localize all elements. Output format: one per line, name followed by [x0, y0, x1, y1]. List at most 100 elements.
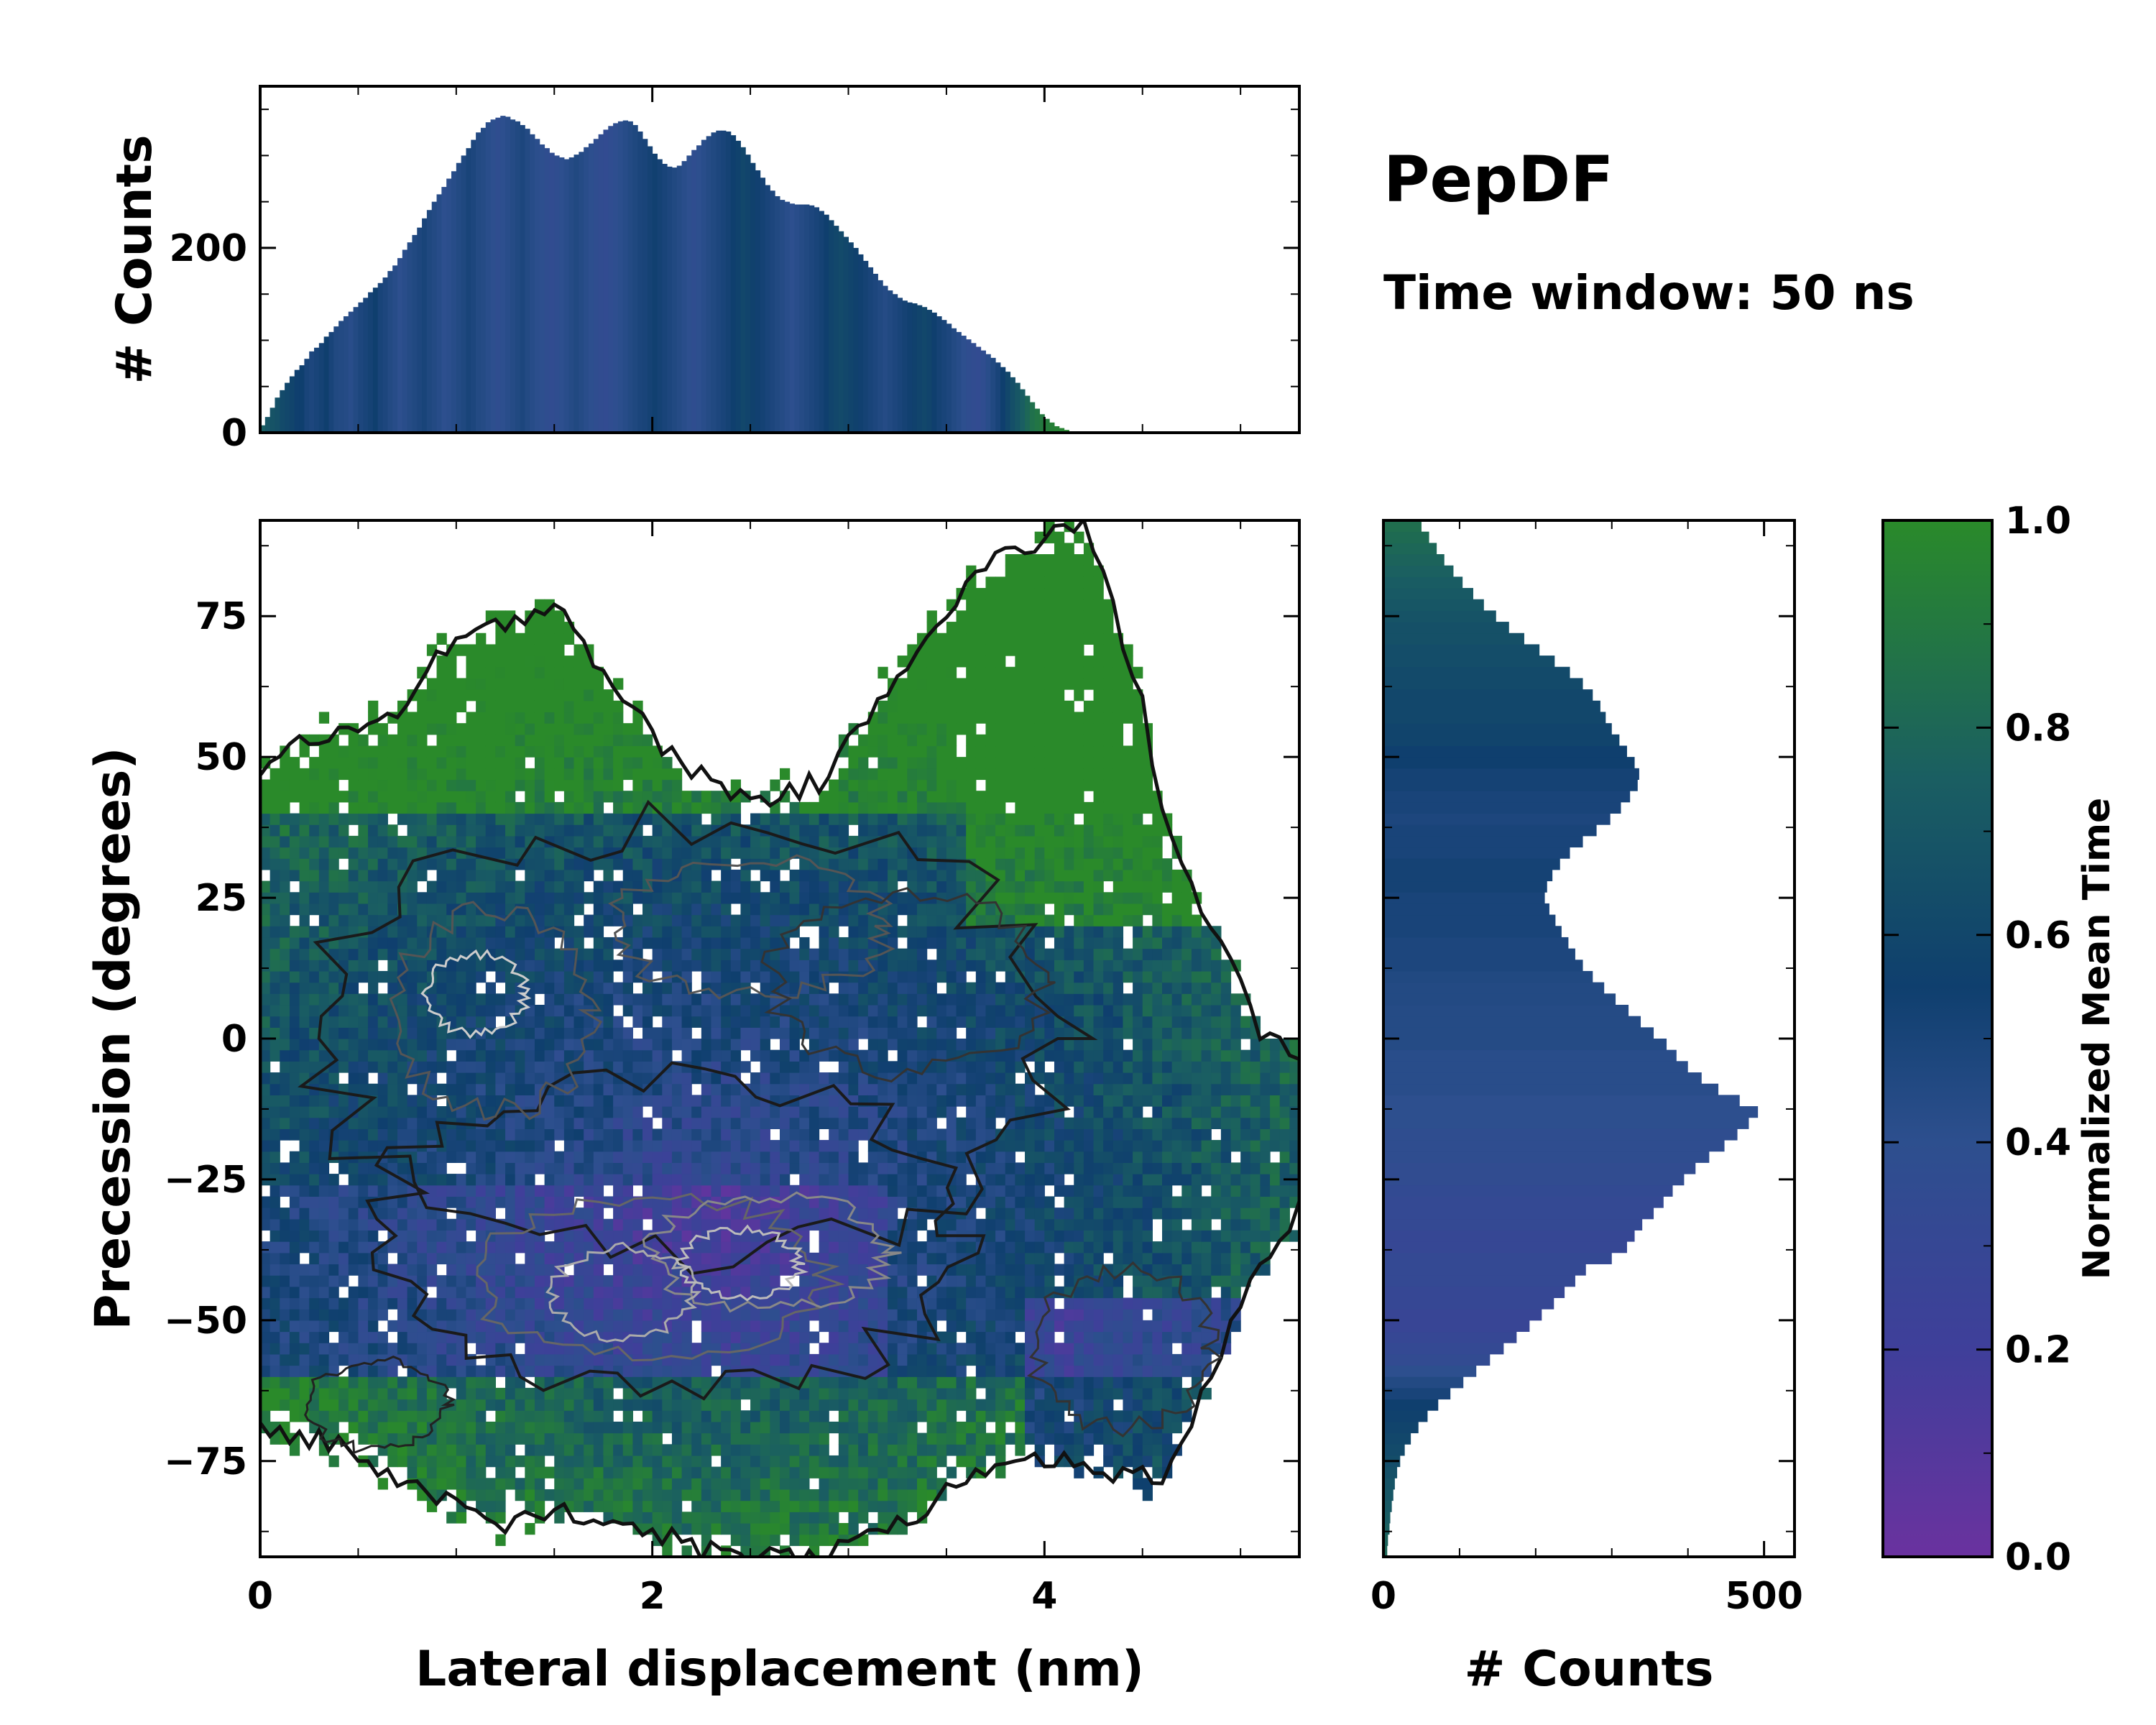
- heatmap-cell: [446, 1184, 457, 1197]
- heatmap-cell: [289, 1410, 300, 1422]
- heatmap-cell: [671, 1230, 683, 1242]
- top-histogram-bar: [799, 204, 805, 433]
- heatmap-cell: [819, 937, 829, 949]
- heatmap-cell: [780, 824, 791, 837]
- heatmap-cell: [456, 1343, 467, 1355]
- heatmap-cell: [318, 1399, 330, 1411]
- heatmap-cell: [926, 993, 937, 1006]
- heatmap-cell: [338, 1106, 349, 1118]
- heatmap-cell: [819, 801, 829, 814]
- heatmap-cell: [358, 1039, 369, 1051]
- heatmap-cell: [584, 847, 594, 859]
- heatmap-cell: [534, 813, 545, 825]
- heatmap-cell: [622, 970, 633, 983]
- heatmap-cell: [808, 960, 820, 972]
- heatmap-cell: [642, 1016, 653, 1028]
- heatmap-cell: [495, 1241, 506, 1254]
- heatmap-cell: [299, 948, 310, 960]
- heatmap-cell: [534, 1286, 545, 1299]
- heatmap-cell: [270, 1049, 280, 1062]
- heatmap-cell: [573, 1353, 584, 1366]
- heatmap-cell: [446, 1421, 457, 1434]
- heatmap-cell: [525, 700, 535, 713]
- heatmap-cell: [436, 779, 447, 791]
- heatmap-cell: [652, 1500, 663, 1512]
- heatmap-cell: [309, 892, 320, 904]
- heatmap-cell: [348, 1016, 359, 1028]
- heatmap-cell: [544, 1309, 555, 1321]
- heatmap-cell: [407, 1353, 418, 1366]
- heatmap-cell: [701, 903, 712, 916]
- heatmap-cell: [907, 948, 918, 960]
- heatmap-cell: [515, 1432, 525, 1445]
- heatmap-cell: [309, 1184, 320, 1197]
- heatmap-cell: [525, 1500, 535, 1512]
- heatmap-cell: [476, 1489, 487, 1501]
- heatmap-cell: [476, 1049, 487, 1062]
- heatmap-cell: [387, 835, 398, 848]
- heatmap-cell: [505, 926, 516, 938]
- heatmap-cell: [456, 1399, 467, 1411]
- heatmap-cell: [544, 768, 555, 781]
- top-histogram-bar: [338, 321, 344, 433]
- heatmap-cell: [662, 1466, 673, 1478]
- heatmap-cell: [808, 1151, 820, 1164]
- heatmap-cell: [377, 1376, 388, 1389]
- heatmap-cell: [681, 824, 692, 837]
- heatmap-cell: [858, 937, 869, 949]
- heatmap-cell: [671, 1500, 683, 1512]
- heatmap-cell: [456, 1275, 467, 1287]
- heatmap-cell: [260, 1275, 271, 1287]
- heatmap-cell: [671, 1365, 683, 1377]
- heatmap-cell: [505, 1241, 516, 1254]
- top-histogram-bar: [539, 144, 545, 433]
- heatmap-cell: [760, 937, 770, 949]
- heatmap-cell: [721, 1083, 732, 1095]
- heatmap-cell: [515, 1016, 525, 1028]
- heatmap-cell: [701, 993, 712, 1006]
- heatmap-cell: [348, 1184, 359, 1197]
- heatmap-cell: [348, 734, 359, 747]
- heatmap-cell: [368, 1039, 379, 1051]
- heatmap-cell: [417, 1376, 428, 1389]
- heatmap-cell: [671, 1016, 683, 1028]
- heatmap-cell: [436, 791, 447, 803]
- heatmap-cell: [936, 926, 947, 938]
- heatmap-cell: [525, 824, 535, 837]
- heatmap-cell: [436, 1365, 447, 1377]
- heatmap-cell: [260, 801, 271, 814]
- heatmap-cell: [495, 1455, 506, 1468]
- heatmap-cell: [593, 791, 604, 803]
- heatmap-cell: [426, 1049, 438, 1062]
- heatmap-cell: [848, 835, 859, 848]
- top-histogram-bar: [892, 294, 898, 433]
- heatmap-cell: [632, 1376, 643, 1389]
- heatmap-cell: [897, 1252, 908, 1265]
- heatmap-cell: [721, 1331, 732, 1343]
- heatmap-cell: [358, 1320, 369, 1333]
- heatmap-cell: [338, 1264, 349, 1276]
- heatmap-cell: [721, 1117, 732, 1129]
- heatmap-cell: [387, 903, 398, 916]
- heatmap-cell: [946, 1444, 957, 1456]
- heatmap-cell: [260, 858, 271, 870]
- heatmap-cell: [534, 1252, 545, 1265]
- heatmap-cell: [632, 1061, 643, 1073]
- heatmap-cell: [603, 1320, 614, 1333]
- heatmap-cell: [897, 757, 908, 769]
- heatmap-cell: [368, 1286, 379, 1299]
- heatmap-cell: [534, 824, 545, 837]
- heatmap-cell: [681, 926, 692, 938]
- heatmap-cell: [348, 1309, 359, 1321]
- heatmap-cell: [838, 835, 849, 848]
- heatmap-cell: [456, 982, 467, 994]
- heatmap-cell: [446, 801, 457, 814]
- heatmap-cell: [485, 1106, 496, 1118]
- heatmap-cell: [691, 1049, 702, 1062]
- heatmap-cell: [476, 1455, 487, 1468]
- heatmap-cell: [819, 791, 829, 803]
- heatmap-cell: [662, 1016, 673, 1028]
- heatmap-cell: [838, 1444, 849, 1456]
- heatmap-cell: [730, 1083, 742, 1095]
- heatmap-cell: [397, 1387, 408, 1400]
